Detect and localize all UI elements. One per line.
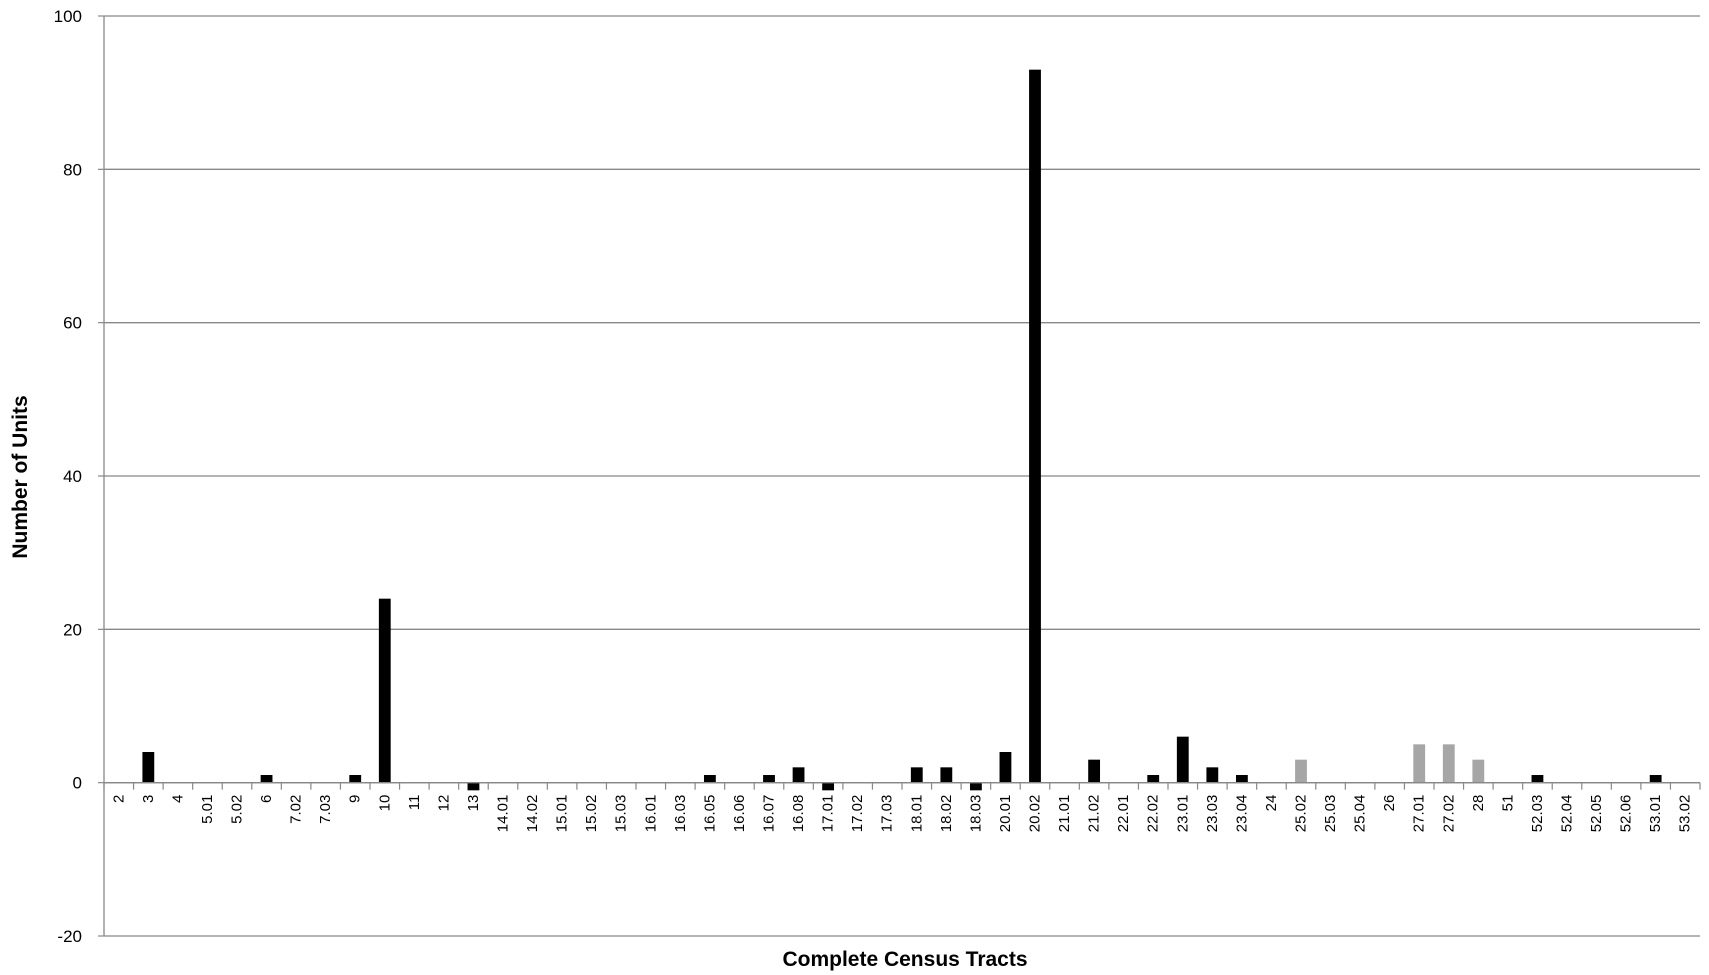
x-tick-label: 16.07 — [761, 795, 778, 833]
y-tick-label: 80 — [63, 160, 82, 179]
x-tick-label: 5.02 — [229, 795, 246, 824]
bar-18.02 — [940, 767, 953, 783]
x-tick-label: 21.02 — [1086, 795, 1103, 833]
y-tick-label: 40 — [63, 467, 82, 486]
x-tick-label: 21.01 — [1056, 795, 1073, 833]
x-tick-label: 5.01 — [199, 795, 216, 824]
bar-23.01 — [1176, 736, 1189, 783]
bar-16.08 — [792, 767, 805, 783]
bar-20.02 — [1029, 69, 1041, 783]
x-tick-label: 52.06 — [1618, 795, 1635, 833]
x-tick-label: 18.03 — [967, 795, 984, 833]
bar-52.03 — [1531, 775, 1544, 783]
y-tick-label: 60 — [63, 314, 82, 333]
x-tick-label: 15.03 — [613, 795, 630, 833]
bar-28 — [1472, 759, 1485, 783]
y-tick-label: 20 — [63, 620, 82, 639]
x-tick-label: 51 — [1499, 795, 1516, 812]
x-tick-label: 53.01 — [1647, 795, 1664, 833]
x-tick-label: 16.08 — [790, 795, 807, 833]
bar-18.03 — [969, 782, 982, 791]
bar-16.07 — [763, 775, 775, 783]
bars — [142, 69, 1662, 791]
x-tick-label: 12 — [435, 795, 452, 812]
bar-18.01 — [910, 767, 923, 783]
x-tick-label: 6 — [258, 795, 275, 803]
x-tick-label: 27.01 — [1411, 795, 1428, 833]
x-tick-label: 18.01 — [908, 795, 925, 833]
bar-16.05 — [703, 775, 716, 783]
bar-13 — [467, 782, 480, 791]
x-tick-label: 16.03 — [672, 795, 689, 833]
x-tick-label: 7.03 — [317, 795, 334, 824]
x-tick-label: 23.03 — [1204, 795, 1221, 833]
x-tick-label: 25.02 — [1293, 795, 1310, 833]
x-tick-label: 22.01 — [1115, 795, 1132, 833]
bar-53.01 — [1649, 775, 1662, 783]
x-tick-label: 10 — [376, 795, 393, 812]
x-tick-label: 20.01 — [997, 795, 1014, 833]
bar-20.01 — [999, 752, 1012, 783]
x-tick-label: 17.03 — [879, 795, 896, 833]
y-tick-label: 0 — [73, 774, 82, 793]
x-tick-label: 15.01 — [554, 795, 571, 833]
x-tick-label: 26 — [1381, 795, 1398, 812]
bar-10 — [378, 598, 391, 783]
y-axis-ticks: -20 0 20 40 60 80 100 — [54, 7, 104, 946]
x-axis-title: Complete Census Tracts — [782, 948, 1027, 971]
x-tick-label: 52.04 — [1559, 795, 1576, 833]
x-tick-label: 17.02 — [849, 795, 866, 833]
bar-27.02 — [1442, 744, 1455, 783]
bar-25.02 — [1295, 759, 1307, 783]
bar-17.01 — [822, 782, 835, 791]
bar-3 — [142, 752, 155, 783]
x-tick-label: 25.03 — [1322, 795, 1339, 833]
x-tick-label: 14.02 — [524, 795, 541, 833]
x-tick-label: 23.01 — [1174, 795, 1191, 833]
x-tick-label: 3 — [140, 795, 157, 803]
bar-23.03 — [1206, 767, 1219, 783]
bar-23.04 — [1235, 775, 1248, 783]
x-tick-label: 23.04 — [1233, 795, 1250, 833]
x-tick-label: 9 — [347, 795, 364, 803]
y-axis-title: Number of Units — [9, 395, 32, 558]
x-tick-label: 2 — [110, 795, 127, 803]
x-tick-label: 14.01 — [495, 795, 512, 833]
x-tick-label: 11 — [406, 795, 423, 811]
bar-27.01 — [1413, 744, 1426, 783]
x-tick-label: 18.02 — [938, 795, 955, 833]
x-tick-label: 25.04 — [1352, 795, 1369, 833]
x-tick-label: 17.01 — [820, 795, 837, 833]
y-tick-label: -20 — [57, 927, 82, 946]
x-tick-label: 7.02 — [288, 795, 305, 824]
x-tick-label: 28 — [1470, 795, 1487, 812]
x-tick-label: 16.06 — [731, 795, 748, 833]
y-tick-label: 100 — [54, 7, 82, 26]
x-tick-label: 27.02 — [1440, 795, 1457, 833]
x-tick-label: 53.02 — [1677, 795, 1694, 833]
bar-22.02 — [1147, 775, 1160, 783]
x-tick-label: 52.05 — [1588, 795, 1605, 833]
x-tick-label: 20.02 — [1027, 795, 1044, 833]
x-tick-label: 16.01 — [642, 795, 659, 833]
gridlines — [104, 15, 1700, 784]
x-tick-label: 24 — [1263, 795, 1280, 812]
x-tick-label: 15.02 — [583, 795, 600, 833]
bar-9 — [349, 775, 362, 783]
bar-21.02 — [1088, 759, 1101, 783]
x-tick-label: 22.02 — [1145, 795, 1162, 833]
x-tick-label: 13 — [465, 795, 482, 812]
bar-6 — [260, 775, 273, 783]
x-tick-label: 16.05 — [701, 795, 718, 833]
x-tick-label: 4 — [169, 795, 186, 803]
x-axis-ticks: 2 3 4 5.01 5.02 6 7.02 7.03 9 10 11 12 13 14.01 14.02 1… — [103, 782, 1701, 833]
x-tick-label: 52.03 — [1529, 795, 1546, 833]
